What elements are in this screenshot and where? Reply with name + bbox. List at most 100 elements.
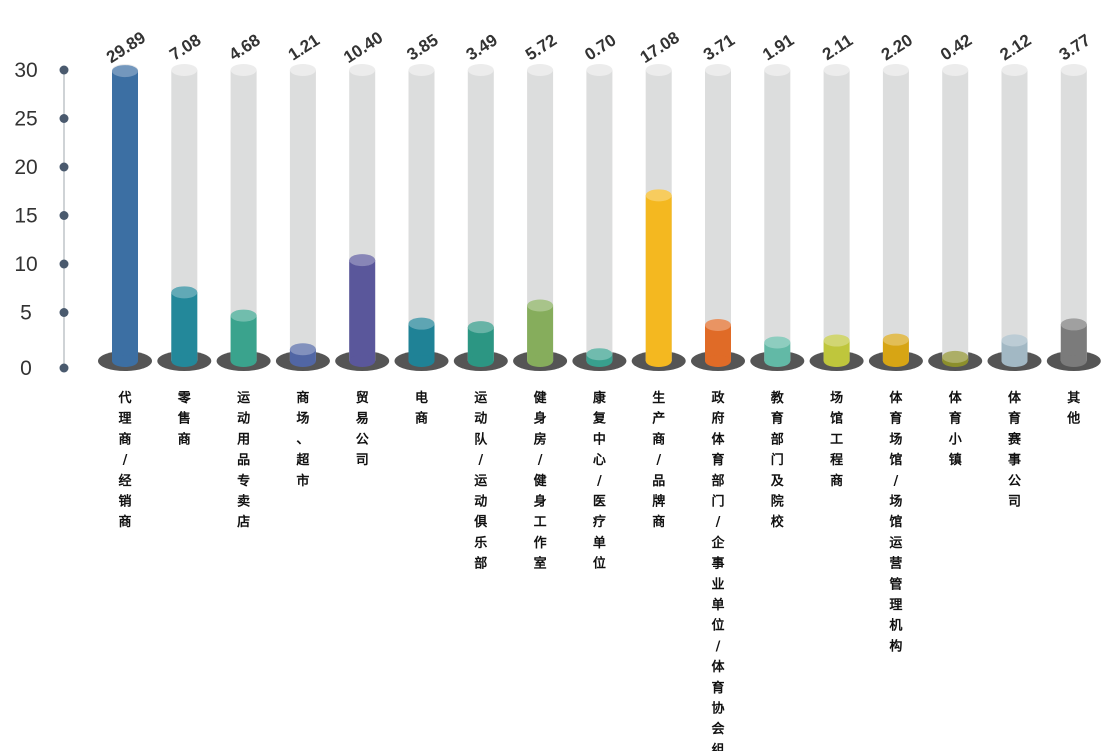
bar-track <box>408 70 435 361</box>
bar-bottom <box>1060 355 1087 367</box>
data-label: 0.42 <box>937 30 975 64</box>
data-label: 3.71 <box>700 30 738 64</box>
y-tick-label: 20 <box>14 156 37 179</box>
bar-track-top <box>230 64 257 76</box>
category-label: 体育场馆/场馆运营管理机构 <box>889 390 903 654</box>
bar-track <box>823 70 850 361</box>
bar <box>349 260 376 361</box>
bar-bottom <box>349 355 376 367</box>
category-label: 康复中心/医疗单位 <box>592 390 607 572</box>
y-tick-dot <box>59 162 69 172</box>
bar-top <box>349 254 376 267</box>
bar-top <box>1001 334 1028 347</box>
data-label: 2.11 <box>819 31 856 64</box>
bar-track-top <box>882 64 909 76</box>
bar-track-top <box>764 64 791 76</box>
bar <box>1060 324 1087 361</box>
bar-bottom <box>230 355 257 367</box>
bar-top <box>942 350 969 363</box>
data-label: 3.77 <box>1056 30 1094 64</box>
bar-bottom <box>705 355 731 367</box>
category-label: 教育部门及院校 <box>770 390 785 530</box>
bar <box>230 315 257 361</box>
bar-track <box>764 70 791 361</box>
category-label: 运动队/运动俱乐部 <box>473 391 488 572</box>
data-label: 3.49 <box>463 30 501 64</box>
bar-track <box>289 70 316 361</box>
bar-top <box>823 334 850 347</box>
y-tick-label: 10 <box>14 253 37 276</box>
y-tick-dot <box>59 114 69 123</box>
category-label: 体育小镇 <box>949 390 963 468</box>
bar-top <box>764 336 791 349</box>
bar-track-top <box>467 64 494 76</box>
bar-track <box>705 70 731 361</box>
y-tick-label: 5 <box>20 302 32 325</box>
bar-track <box>1060 70 1087 361</box>
bar-top <box>467 321 494 334</box>
data-label: 29.89 <box>103 28 149 67</box>
bar-top <box>527 299 554 312</box>
bar-top <box>882 333 909 346</box>
data-label: 2.20 <box>878 30 916 64</box>
bar-track-top <box>171 64 198 76</box>
bar-track-top <box>289 64 316 76</box>
bar-track <box>1001 70 1028 361</box>
y-tick-dot <box>59 259 69 269</box>
category-label: 零售商 <box>177 391 192 447</box>
y-tick-label: 30 <box>14 59 37 82</box>
category-label: 健身房/健身工作室 <box>534 390 547 572</box>
bar-bottom <box>289 355 316 367</box>
bar-track-top <box>942 64 969 76</box>
bar-track-top <box>1001 64 1028 76</box>
y-tick-label: 15 <box>14 205 37 228</box>
bar <box>408 323 435 361</box>
bar-bottom <box>764 355 791 367</box>
category-label: 电商 <box>415 390 428 427</box>
y-tick-dot <box>59 308 69 317</box>
category-label: 商场、超市 <box>296 390 310 489</box>
bar-track <box>586 70 613 361</box>
bar-track-top <box>705 64 731 76</box>
y-tick-dot <box>59 211 69 220</box>
data-label: 2.12 <box>996 30 1034 64</box>
y-tick-dot <box>59 363 69 373</box>
bar-top <box>408 317 435 330</box>
bar-bottom <box>645 355 672 367</box>
category-label: 运动用品专卖店 <box>236 391 250 530</box>
bar-track-top <box>1060 64 1087 76</box>
category-label: 体育赛事公司 <box>1007 390 1022 510</box>
category-label: 代理商/经销商 <box>117 390 131 530</box>
bar-track <box>942 70 969 361</box>
bar-top <box>645 189 672 202</box>
bar <box>527 305 554 361</box>
category-label: 生产商/品牌商 <box>652 390 665 530</box>
bar-track-top <box>823 64 850 76</box>
bar-track-top <box>645 64 672 76</box>
bar-top <box>705 319 731 332</box>
bar-bottom <box>112 355 138 367</box>
bar-bottom <box>467 355 494 367</box>
bar-bottom <box>527 355 554 367</box>
data-label: 10.40 <box>340 28 386 67</box>
bar-track <box>467 70 494 361</box>
bar-track <box>882 70 909 361</box>
bar-top <box>289 343 316 356</box>
bar-track-top <box>527 64 554 76</box>
bar-top <box>1060 318 1087 331</box>
bar-bottom <box>171 355 198 367</box>
y-tick-label: 0 <box>20 357 32 380</box>
bar-top <box>112 65 138 78</box>
data-label: 1.91 <box>759 30 797 64</box>
bar <box>645 195 672 361</box>
bar-track-top <box>349 64 376 76</box>
bar-top <box>171 286 198 299</box>
bars <box>98 64 1101 371</box>
data-label: 5.72 <box>522 30 560 64</box>
bar-top <box>230 309 257 322</box>
data-label: 7.08 <box>166 30 204 64</box>
bar-track-top <box>586 64 613 76</box>
category-label: 场馆工程商 <box>830 391 843 489</box>
bar <box>171 292 198 361</box>
